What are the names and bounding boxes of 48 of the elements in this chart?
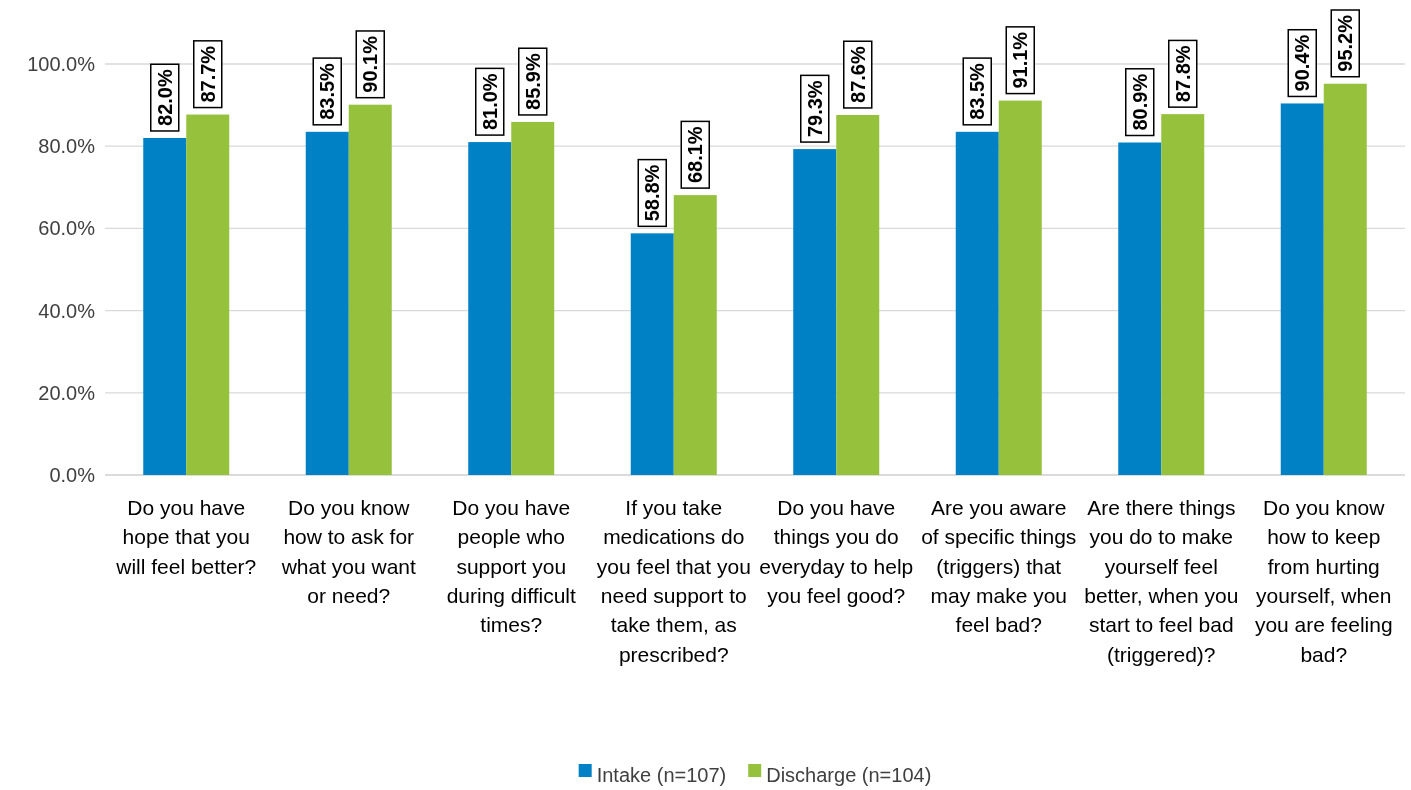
data-label: 79.3% — [803, 80, 826, 138]
bar — [1323, 83, 1367, 475]
bar — [630, 233, 674, 475]
data-label: 90.4% — [1291, 34, 1314, 92]
bar — [998, 100, 1042, 475]
legend-label: Discharge (n=104) — [766, 764, 932, 786]
data-label: 83.5% — [316, 62, 339, 120]
data-label: 81.0% — [478, 73, 501, 131]
x-tick-label: Do you have hope that you will feel better? — [115, 496, 257, 578]
bar — [793, 149, 837, 475]
data-label: 58.8% — [641, 164, 664, 222]
bar — [836, 114, 880, 475]
bar — [1161, 114, 1205, 475]
bar — [1280, 103, 1324, 475]
data-label: 80.9% — [1128, 73, 1151, 131]
y-tick-label: 0.0% — [49, 463, 96, 486]
y-tick-label: 60.0% — [38, 217, 96, 240]
data-label: 82.0% — [153, 69, 176, 126]
bar — [1118, 142, 1162, 475]
data-label: 87.6% — [846, 46, 869, 103]
data-label: 90.1% — [359, 35, 382, 93]
bar — [468, 142, 512, 475]
bar — [348, 104, 392, 475]
y-tick-label: 40.0% — [38, 299, 96, 322]
bar — [955, 131, 999, 475]
bar — [673, 195, 717, 475]
x-tick-label: Are you aware of specific things (triggers) that may make you feel bad? — [921, 496, 1077, 637]
data-label: 87.8% — [1171, 45, 1194, 103]
data-label: 91.1% — [1009, 31, 1032, 89]
x-tick-label: Do you know how to ask for what you want or need? — [280, 496, 417, 607]
data-label: 87.7% — [196, 45, 219, 103]
x-tick-label: Are there things you do to make yourself feel better, when you start to feel bad (triggered)? — [1084, 496, 1239, 666]
x-tick-label: Do you know how to keep from hurting yourself, when you are feeling bad? — [1254, 496, 1393, 666]
y-tick-label: 100.0% — [27, 52, 96, 75]
bar — [305, 131, 349, 475]
data-label: 95.2% — [1334, 14, 1357, 72]
data-label: 83.5% — [966, 62, 989, 120]
x-tick-label: Do you have things you do everyday to help you feel good? — [759, 496, 914, 607]
bar — [511, 121, 555, 475]
x-tick-label: If you take medications do you feel that you need support to take them, as prescribed? — [596, 496, 751, 666]
data-label: 85.9% — [521, 53, 544, 110]
legend-label: Intake (n=107) — [596, 764, 727, 786]
y-tick-label: 20.0% — [38, 381, 96, 404]
bar — [143, 137, 187, 475]
x-tick-label: Do you have people who support you during difficult times? — [446, 496, 576, 637]
bar — [186, 114, 230, 475]
y-tick-label: 80.0% — [38, 135, 96, 158]
data-label: 68.1% — [684, 126, 707, 184]
